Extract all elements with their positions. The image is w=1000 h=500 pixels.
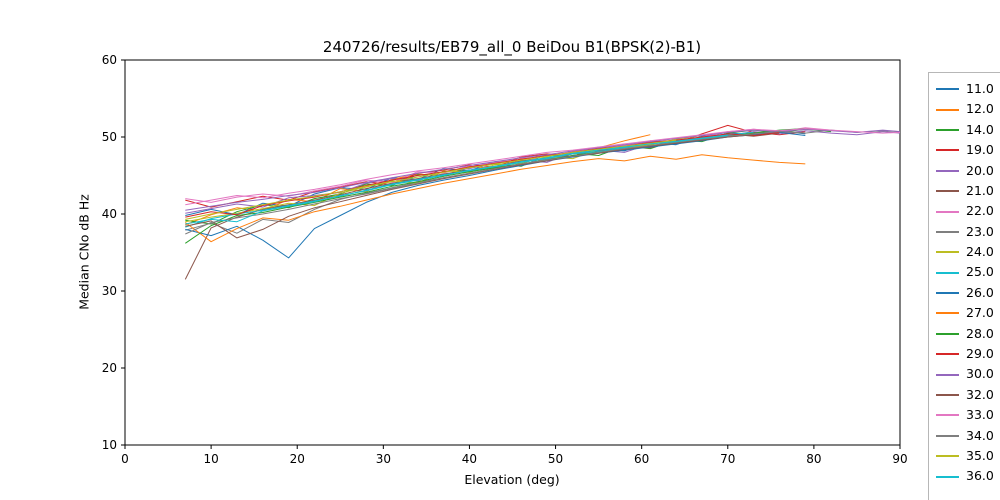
legend-label: 21.0 <box>966 182 994 198</box>
legend-item: 30.0 <box>936 364 1000 384</box>
legend-label: 11.0 <box>966 80 994 96</box>
x-tick-label: 20 <box>290 452 305 466</box>
series-line-28.0 <box>185 128 832 244</box>
legend-item: 27.0 <box>936 303 1000 323</box>
legend-line-swatch <box>936 190 959 193</box>
series-line-27.0 <box>185 154 806 243</box>
y-tick-label: 40 <box>102 207 117 221</box>
legend-line-swatch <box>936 414 959 417</box>
x-tick-label: 80 <box>806 452 821 466</box>
legend-item: 35.0 <box>936 446 1000 466</box>
legend-line-swatch <box>936 128 959 131</box>
legend-label: 33.0 <box>966 407 994 423</box>
legend: 11.0 12.0 14.0 19.0 20.0 21.0 22.0 23.0 24.0 25.0… <box>928 72 1000 500</box>
legend-label: 32.0 <box>966 386 994 402</box>
legend-line-swatch <box>936 149 959 152</box>
legend-item: 23.0 <box>936 222 1000 242</box>
legend-line-swatch <box>936 88 959 91</box>
series-line-26.0 <box>185 131 806 259</box>
series-line-33.0 <box>185 128 901 206</box>
legend-line-swatch <box>936 292 959 295</box>
y-tick-label: 20 <box>102 361 117 375</box>
y-tick-label: 50 <box>102 130 117 144</box>
legend-item: 36.0 <box>936 466 1000 486</box>
legend-label: 25.0 <box>966 264 994 280</box>
legend-line-swatch <box>936 230 959 233</box>
legend-label: 28.0 <box>966 325 994 341</box>
legend-item: 20.0 <box>936 161 1000 181</box>
legend-line-swatch <box>936 373 959 376</box>
x-tick-label: 0 <box>121 452 129 466</box>
legend-label: 27.0 <box>966 305 994 321</box>
legend-label: 12.0 <box>966 101 994 117</box>
legend-item: 11.0 <box>936 79 1000 99</box>
legend-item: 19.0 <box>936 140 1000 160</box>
x-tick-label: 70 <box>720 452 735 466</box>
legend-line-swatch <box>936 271 959 274</box>
legend-item: 29.0 <box>936 344 1000 364</box>
y-tick-label: 60 <box>102 53 117 67</box>
series-line-36.0 <box>185 135 728 225</box>
legend-label: 26.0 <box>966 284 994 300</box>
legend-label: 24.0 <box>966 244 994 260</box>
legend-line-swatch <box>936 394 959 397</box>
series-line-30.0 <box>185 128 901 211</box>
x-tick-label: 90 <box>892 452 907 466</box>
legend-line-swatch <box>936 475 959 478</box>
y-tick-label: 30 <box>102 284 117 298</box>
legend-item: 25.0 <box>936 263 1000 283</box>
legend-item: 28.0 <box>936 324 1000 344</box>
series-line-34.0 <box>185 131 806 235</box>
series-line-29.0 <box>185 131 780 218</box>
series-line-23.0 <box>185 129 901 234</box>
legend-line-swatch <box>936 332 959 335</box>
legend-line-swatch <box>936 251 959 254</box>
x-tick-label: 60 <box>634 452 649 466</box>
y-tick-label: 10 <box>102 438 117 452</box>
legend-label: 23.0 <box>966 223 994 239</box>
x-axis-label: Elevation (deg) <box>464 472 560 487</box>
legend-line-swatch <box>936 434 959 437</box>
legend-label: 30.0 <box>966 366 994 382</box>
legend-item: 26.0 <box>936 283 1000 303</box>
x-tick-label: 50 <box>548 452 563 466</box>
series-line-32.0 <box>185 134 754 239</box>
legend-item: 34.0 <box>936 426 1000 446</box>
legend-label: 14.0 <box>966 121 994 137</box>
legend-label: 19.0 <box>966 142 994 158</box>
legend-line-swatch <box>936 312 959 315</box>
legend-item: 33.0 <box>936 405 1000 425</box>
x-tick-label: 40 <box>462 452 477 466</box>
legend-line-swatch <box>936 353 959 356</box>
series-line-14.0 <box>185 128 832 225</box>
plot-frame <box>124 59 901 446</box>
legend-item: 12.0 <box>936 99 1000 119</box>
legend-label: 29.0 <box>966 346 994 362</box>
legend-label: 36.0 <box>966 468 994 484</box>
legend-line-swatch <box>936 455 959 458</box>
x-tick-label: 30 <box>376 452 391 466</box>
legend-item: 21.0 <box>936 181 1000 201</box>
legend-item: 22.0 <box>936 201 1000 221</box>
legend-label: 35.0 <box>966 447 994 463</box>
legend-item: 14.0 <box>936 120 1000 140</box>
legend-label: 20.0 <box>966 162 994 178</box>
x-tick-label: 10 <box>203 452 218 466</box>
series-line-35.0 <box>185 139 677 220</box>
legend-label: 34.0 <box>966 427 994 443</box>
legend-line-swatch <box>936 169 959 172</box>
chart-title: 240726/results/EB79_all_0 BeiDou B1(BPSK… <box>322 38 702 56</box>
legend-line-swatch <box>936 108 959 111</box>
legend-line-swatch <box>936 210 959 213</box>
y-axis-label: Median CNo dB Hz <box>76 194 92 310</box>
legend-label: 22.0 <box>966 203 994 219</box>
legend-item: 32.0 <box>936 385 1000 405</box>
series-line-20.0 <box>185 130 901 214</box>
legend-item: 24.0 <box>936 242 1000 262</box>
